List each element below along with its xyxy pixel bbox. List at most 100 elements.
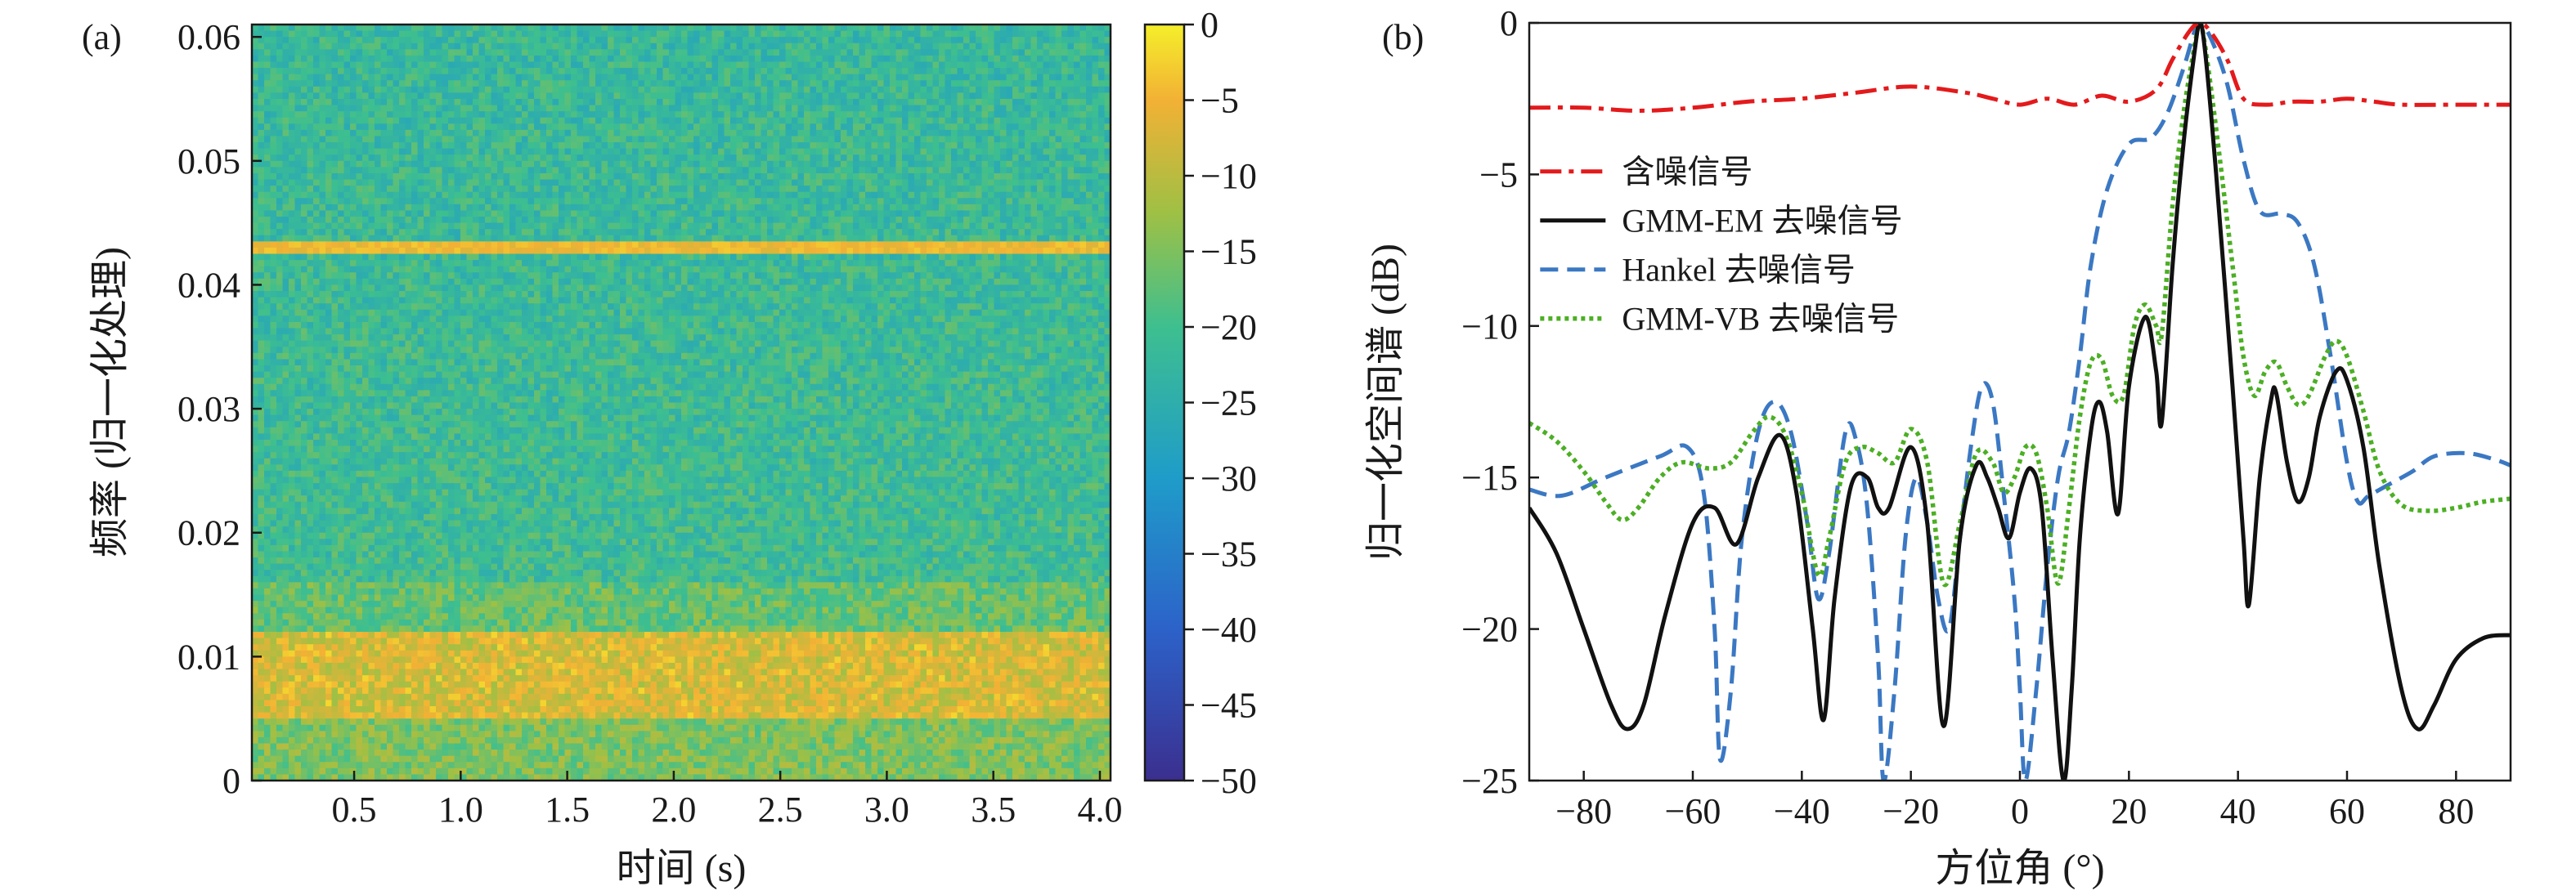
heatmap-cell [1079, 80, 1087, 87]
heatmap-cell [1000, 204, 1008, 212]
heatmap-cell [951, 172, 958, 181]
heatmap-cell [755, 179, 762, 186]
heatmap-cell [1006, 186, 1013, 193]
heatmap-cell [736, 37, 743, 44]
heatmap-cell [1086, 92, 1093, 100]
heatmap-cell [785, 167, 792, 174]
heatmap-cell [743, 129, 750, 137]
heatmap-cell [792, 92, 799, 100]
heatmap-cell [1104, 172, 1111, 181]
heatmap-cell [1092, 217, 1099, 224]
heatmap-cell [895, 148, 903, 155]
heatmap-cell [822, 37, 829, 44]
heatmap-cell [730, 160, 738, 168]
heatmap-cell [871, 235, 878, 242]
heatmap-cell [724, 86, 731, 93]
heatmap-cell [853, 111, 860, 119]
heatmap-cell [681, 123, 689, 131]
heatmap-cell [773, 55, 780, 63]
heatmap-cell [792, 117, 799, 124]
heatmap-cell [669, 43, 676, 50]
heatmap-cell [608, 191, 615, 199]
heatmap-cell [380, 229, 388, 236]
heatmap-cell [711, 235, 719, 242]
heatmap-cell [1030, 111, 1038, 119]
heatmap-cell [417, 123, 424, 131]
heatmap-cell [706, 229, 713, 236]
heatmap-cell [699, 167, 707, 174]
heatmap-cell [883, 55, 891, 63]
heatmap-cell [890, 129, 897, 137]
heatmap-cell [773, 98, 780, 106]
heatmap-cell [1098, 111, 1106, 119]
heatmap-cell [1043, 129, 1050, 137]
heatmap-cell [810, 160, 817, 168]
heatmap-cell [883, 148, 891, 155]
heatmap-cell [399, 142, 406, 150]
heatmap-cell [657, 30, 664, 38]
heatmap-cell [276, 105, 284, 112]
heatmap-cell [657, 49, 664, 56]
heatmap-cell [436, 217, 443, 224]
heatmap-cell [368, 68, 375, 75]
heatmap-cell [914, 55, 922, 63]
heatmap-cell [779, 191, 787, 199]
heatmap-cell [1037, 160, 1044, 168]
heatmap-cell [743, 179, 750, 186]
heatmap-cell [908, 172, 915, 181]
heatmap-cell [681, 92, 689, 100]
heatmap-cell [1074, 148, 1081, 155]
heatmap-cell [417, 55, 424, 63]
heatmap-cell [583, 154, 590, 162]
heatmap-cell [540, 37, 547, 44]
heatmap-cell [405, 241, 412, 248]
heatmap-cell [1012, 172, 1020, 181]
heatmap-cell [730, 217, 738, 224]
heatmap-cell [454, 74, 461, 81]
heatmap-cell [393, 55, 400, 63]
heatmap-cell [294, 37, 302, 44]
heatmap-cell [534, 86, 541, 93]
heatmap-cell [289, 74, 296, 81]
heatmap-cell [773, 229, 780, 236]
heatmap-cell [497, 61, 505, 69]
heatmap-cell [638, 74, 645, 81]
heatmap-cell [743, 80, 750, 87]
heatmap-cell [816, 74, 824, 81]
heatmap-cell [859, 25, 866, 32]
heatmap-cell [540, 210, 547, 217]
heatmap-cell [417, 142, 424, 150]
heatmap-cell [834, 86, 841, 93]
heatmap-cell [755, 98, 762, 106]
heatmap-cell [375, 172, 382, 181]
heatmap-cell [540, 98, 547, 106]
heatmap-cell [350, 204, 357, 212]
heatmap-cell [1055, 49, 1062, 56]
heatmap-cell [417, 186, 424, 193]
heatmap-cell [945, 142, 952, 150]
heatmap-cell [282, 154, 289, 162]
heatmap-cell [865, 80, 873, 87]
heatmap-cell [564, 43, 572, 50]
heatmap-cell [785, 148, 792, 155]
heatmap-cell [380, 210, 388, 217]
heatmap-cell [466, 191, 473, 199]
heatmap-cell [632, 86, 640, 93]
heatmap-cell [1055, 154, 1062, 162]
heatmap-cell [294, 117, 302, 124]
heatmap-cell [865, 186, 873, 193]
heatmap-cell [564, 61, 572, 69]
heatmap-cell [644, 136, 652, 143]
heatmap-cell [767, 37, 774, 44]
heatmap-cell [1043, 148, 1050, 155]
heatmap-cell [785, 43, 792, 50]
heatmap-cell [608, 204, 615, 212]
heatmap-cell [1061, 148, 1069, 155]
heatmap-cell [546, 74, 554, 81]
heatmap-cell [264, 148, 272, 155]
heatmap-cell [816, 98, 824, 106]
heatmap-cell [276, 241, 284, 248]
heatmap-cell [804, 111, 811, 119]
heatmap-cell [1043, 222, 1050, 230]
heatmap-cell [816, 123, 824, 131]
